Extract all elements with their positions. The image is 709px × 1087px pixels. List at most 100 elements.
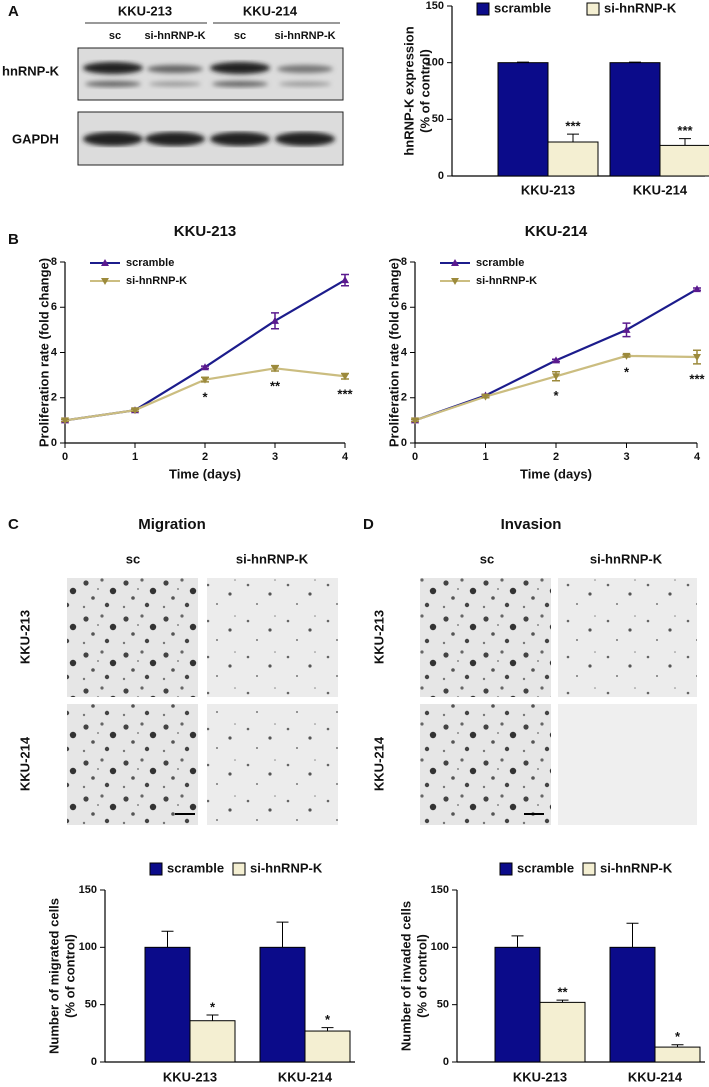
legend-label: si-hnRNP-K — [126, 275, 187, 287]
error-bar — [517, 61, 529, 63]
marker — [341, 276, 349, 284]
legend-swatch — [149, 862, 163, 876]
assay-column: si-hnRNP-K — [236, 551, 309, 566]
legend-label: scramble — [517, 860, 574, 875]
x-tick-label: 3 — [272, 451, 278, 463]
x-tick-label: KKU-213 — [513, 1069, 567, 1084]
x-tick-label: 1 — [482, 451, 488, 463]
significance: *** — [677, 123, 693, 138]
significance: * — [624, 364, 630, 379]
x-tick-label: 0 — [62, 451, 68, 463]
bar — [304, 1030, 351, 1063]
marker — [271, 365, 279, 373]
legend-label: si-hnRNP-K — [604, 0, 677, 15]
micrograph — [558, 578, 697, 697]
blot-protein: GAPDH — [12, 131, 59, 146]
western-blot: KKU-213 KKU-214 sc si-hnRNP-K sc si-hnRN… — [2, 3, 344, 166]
y-tick-label: 2 — [401, 392, 407, 404]
legend-marker — [451, 259, 459, 266]
blot-cell-line: KKU-214 — [243, 3, 298, 18]
panel-letter: A — [8, 3, 19, 20]
significance: ** — [270, 378, 281, 393]
y-tick-label: 6 — [51, 301, 57, 313]
marker — [552, 356, 560, 364]
legend-swatch — [499, 862, 513, 876]
y-axis-label: (% of control) — [417, 49, 432, 133]
error-bar — [161, 930, 174, 948]
y-tick-label: 0 — [51, 437, 57, 449]
y-tick-label: 50 — [432, 113, 444, 125]
y-axis-label: Proliferation rate (fold change) — [36, 258, 51, 447]
micrograph — [67, 578, 198, 697]
significance: *** — [337, 386, 353, 401]
blot-protein: hnRNP-K — [2, 63, 60, 78]
legend-swatch — [586, 2, 600, 16]
chart-title: KKU-213 — [174, 223, 237, 240]
y-tick-label: 6 — [401, 301, 407, 313]
y-tick-label: 50 — [85, 999, 97, 1011]
y-tick-label: 50 — [437, 999, 449, 1011]
y-axis-label: Number of invaded cells — [398, 901, 413, 1051]
bar — [609, 62, 661, 177]
x-tick-label: 4 — [342, 451, 349, 463]
marker — [201, 363, 209, 371]
marker — [131, 407, 139, 415]
y-tick-label: 100 — [79, 941, 97, 953]
x-tick-label: 4 — [694, 451, 701, 463]
micrograph — [420, 704, 551, 825]
marker — [622, 325, 631, 333]
x-tick-label: KKU-213 — [521, 182, 575, 197]
y-tick-label: 0 — [91, 1056, 97, 1068]
y-axis-label: (% of control) — [414, 934, 429, 1018]
x-tick-label: 2 — [202, 451, 208, 463]
significance: *** — [689, 371, 705, 386]
y-tick-label: 150 — [79, 884, 97, 896]
bar — [609, 946, 656, 1063]
bar — [259, 946, 306, 1063]
x-tick-label: KKU-214 — [633, 182, 688, 197]
error-bar — [679, 138, 691, 146]
blot-cell-line: KKU-213 — [118, 3, 172, 18]
bar — [497, 62, 549, 177]
error-bar — [206, 1014, 219, 1021]
x-tick-label: 0 — [412, 451, 418, 463]
y-tick-label: 150 — [431, 884, 449, 896]
legend-label: scramble — [494, 0, 551, 15]
assay-title: Migration — [138, 516, 206, 533]
blot-lane: sc — [109, 30, 121, 42]
bar — [659, 144, 709, 177]
error-bar — [671, 1044, 684, 1048]
bar — [539, 1001, 586, 1063]
y-axis-label: hnRNP-K expression — [401, 26, 416, 155]
panel-letter: D — [363, 516, 374, 533]
y-tick-label: 100 — [426, 57, 444, 69]
error-bar — [626, 922, 639, 948]
significance: * — [202, 389, 208, 404]
micrograph — [207, 704, 338, 825]
y-tick-label: 4 — [401, 346, 408, 358]
legend-swatch — [232, 862, 246, 876]
assay-column: sc — [480, 551, 494, 566]
legend-swatch — [582, 862, 596, 876]
significance: * — [210, 999, 216, 1014]
significance: *** — [565, 119, 581, 134]
y-tick-label: 0 — [438, 170, 444, 182]
error-bar — [276, 921, 289, 948]
panel-letter: B — [8, 231, 19, 248]
x-axis-label: Time (days) — [520, 466, 592, 481]
error-bar — [567, 133, 579, 142]
marker — [61, 417, 69, 425]
legend-label: scramble — [167, 860, 224, 875]
x-tick-label: KKU-214 — [628, 1069, 683, 1084]
marker — [622, 352, 631, 360]
marker — [271, 316, 279, 324]
assay-row: KKU-214 — [17, 736, 32, 791]
significance: * — [325, 1012, 331, 1027]
legend-marker — [101, 278, 109, 285]
marker — [481, 393, 490, 401]
error-bar — [321, 1027, 334, 1032]
error-bar — [629, 61, 641, 63]
significance: * — [675, 1029, 681, 1044]
assay-title: Invasion — [501, 516, 562, 533]
